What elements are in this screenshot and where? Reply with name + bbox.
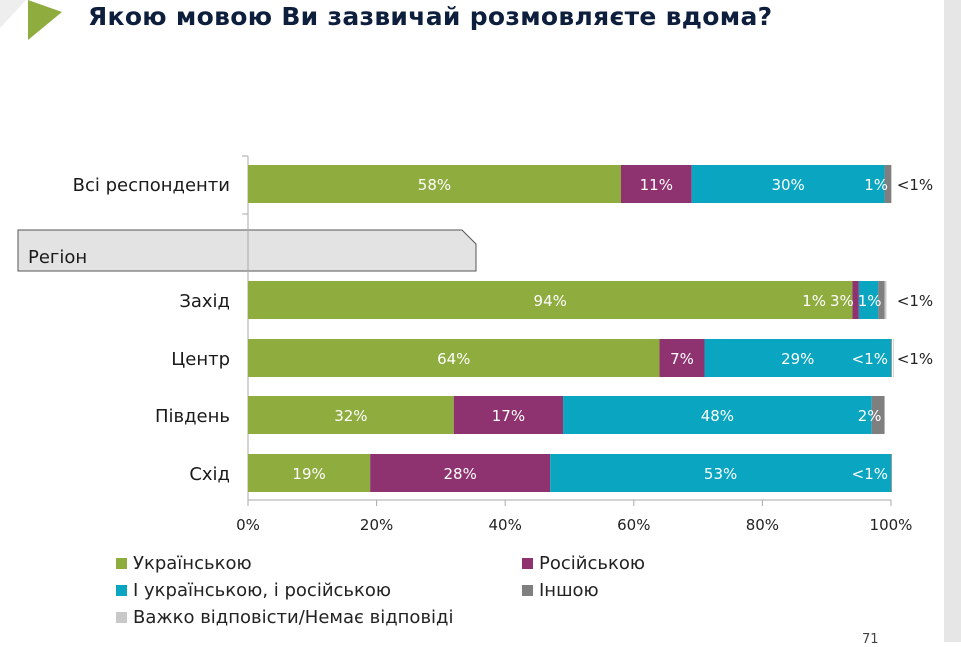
category-label: Захід <box>179 291 230 312</box>
scrollbar-band <box>944 0 961 642</box>
legend-label: І українською, і російською <box>133 580 392 601</box>
legend-label: Іншою <box>539 580 599 601</box>
section-label: Регіон <box>28 247 87 268</box>
bar-value-label: <1% <box>852 350 888 368</box>
category-label: Всі респонденти <box>73 175 230 196</box>
bar-segment <box>248 281 853 319</box>
x-tick-label: 60% <box>617 516 650 534</box>
bar-segment <box>858 281 879 319</box>
bar-segment <box>248 339 660 377</box>
legend-swatch <box>116 612 127 623</box>
x-tick-label: 20% <box>360 516 393 534</box>
bar-value-label: 1% <box>864 176 888 194</box>
bar-segment <box>891 339 892 377</box>
bar-segment <box>248 454 371 492</box>
bar-segment <box>871 396 885 434</box>
bar-outside-label: <1% <box>897 176 933 194</box>
bar-value-label: 11% <box>640 176 673 194</box>
x-tick-label: 100% <box>870 516 913 534</box>
bar-segment <box>248 396 454 434</box>
legend-item-ukrainian: Українською <box>116 553 252 574</box>
bar-value-label: 32% <box>334 407 367 425</box>
bar-segment <box>892 339 894 377</box>
bar-segment <box>884 281 887 319</box>
x-tick-label: 80% <box>746 516 779 534</box>
bar-outside-label: <1% <box>897 292 933 310</box>
legend-label: Українською <box>133 553 252 574</box>
bar-value-label: 3% <box>830 292 854 310</box>
bar-segment <box>563 396 872 434</box>
bar-value-label: 29% <box>781 350 814 368</box>
bar-value-label: <1% <box>852 465 888 483</box>
bar-value-label: 58% <box>418 176 451 194</box>
bar-value-label: 17% <box>492 407 525 425</box>
bar-segment <box>884 165 891 203</box>
section-box <box>17 229 477 272</box>
legend-swatch <box>522 558 533 569</box>
bar-segment <box>891 454 892 492</box>
bar-value-label: 1% <box>802 292 826 310</box>
legend-swatch <box>522 585 533 596</box>
bar-segment <box>878 281 885 319</box>
page-number: 71 <box>862 632 879 647</box>
bar-segment <box>248 165 621 203</box>
bar-segment <box>550 454 891 492</box>
category-label: Південь <box>155 406 230 427</box>
bar-outside-label: <1% <box>897 350 933 368</box>
page-title: Якою мовою Ви зазвичай розмовляєте вдома… <box>88 2 773 31</box>
bar-segment <box>453 396 564 434</box>
legend-label: Важко відповісти/Немає відповіді <box>133 607 454 628</box>
legend-label: Російською <box>539 553 646 574</box>
legend-item-other: Іншою <box>522 580 599 601</box>
legend-item-russian: Російською <box>522 553 645 574</box>
bar-value-label: 19% <box>292 465 325 483</box>
bar-value-label: 94% <box>534 292 567 310</box>
bar-value-label: 28% <box>444 465 477 483</box>
legend-item-dont-know: Важко відповісти/Немає відповіді <box>116 607 454 628</box>
x-tick-label: 0% <box>236 516 260 534</box>
bar-segment <box>852 281 859 319</box>
legend-swatch <box>116 558 127 569</box>
bar-segment <box>370 454 551 492</box>
bar-value-label: 53% <box>704 465 737 483</box>
legend-item-both: І українською, і російською <box>116 580 391 601</box>
bar-segment <box>659 339 705 377</box>
bar-value-label: 1% <box>858 292 882 310</box>
logo-arrow-icon <box>0 0 62 40</box>
bar-segment <box>620 165 692 203</box>
bar-value-label: 30% <box>771 176 804 194</box>
bar-value-label: 64% <box>437 350 470 368</box>
category-label: Центр <box>171 349 230 370</box>
bar-segment <box>891 165 892 203</box>
bar-segment <box>691 165 885 203</box>
bar-value-label: 48% <box>701 407 734 425</box>
bar-segment <box>704 339 891 377</box>
bar-value-label: 7% <box>670 350 694 368</box>
legend-swatch <box>116 585 127 596</box>
bar-value-label: 2% <box>858 407 882 425</box>
category-label: Схід <box>189 464 230 485</box>
x-tick-label: 40% <box>489 516 522 534</box>
